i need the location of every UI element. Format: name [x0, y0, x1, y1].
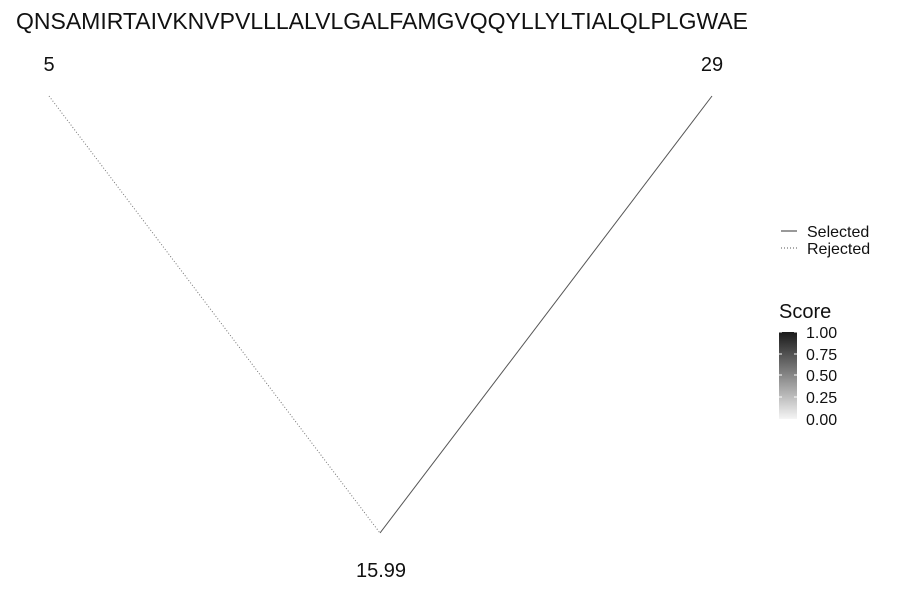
- colorbar-title: Score: [779, 301, 831, 323]
- score-colorbar: Score 1.00 0.75 0.50 0.25 0.00: [779, 301, 837, 429]
- legend-label-selected: Selected: [807, 224, 869, 241]
- colorbar-tick-label: 0.25: [806, 390, 837, 407]
- line-legend: Selected Rejected: [781, 224, 870, 258]
- colorbar-gradient: [779, 332, 797, 419]
- edge-rejected: [48, 95, 381, 534]
- colorbar-tick-label: 0.50: [806, 368, 837, 385]
- colorbar-tick-label: 0.00: [806, 412, 837, 429]
- sequence-title: QNSAMIRTAIVKNVPVLLLALVLGALFAMGVQQYLLYLTI…: [16, 8, 748, 34]
- legend-label-rejected: Rejected: [807, 241, 870, 258]
- edge-selected: [379, 95, 713, 534]
- node-label-right: 29: [701, 54, 723, 76]
- colorbar-tick-label: 1.00: [806, 325, 837, 342]
- node-label-bottom: 15.99: [356, 560, 406, 582]
- node-label-left: 5: [43, 54, 54, 76]
- colorbar-tick-label: 0.75: [806, 347, 837, 364]
